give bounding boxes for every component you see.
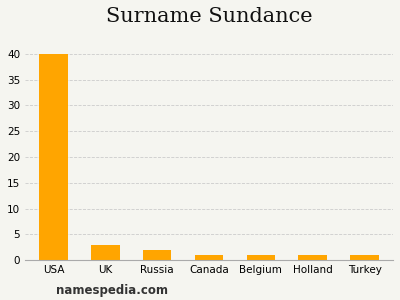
Bar bbox=[91, 245, 120, 260]
Bar bbox=[195, 255, 223, 260]
Bar bbox=[247, 255, 275, 260]
Text: namespedia.com: namespedia.com bbox=[56, 284, 168, 297]
Bar bbox=[350, 255, 379, 260]
Bar bbox=[143, 250, 172, 260]
Title: Surname Sundance: Surname Sundance bbox=[106, 7, 312, 26]
Bar bbox=[39, 54, 68, 260]
Bar bbox=[298, 255, 327, 260]
